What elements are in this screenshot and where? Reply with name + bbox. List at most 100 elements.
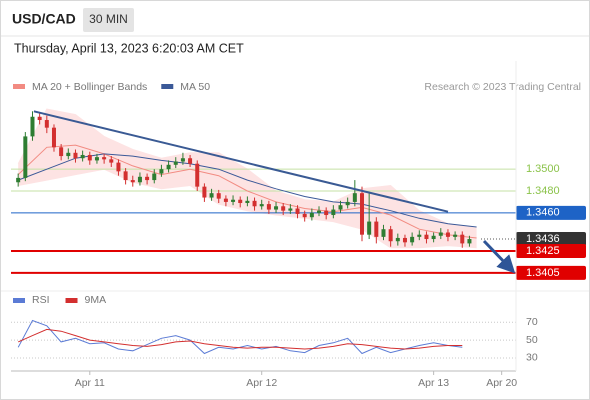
bollinger-band [18, 109, 477, 248]
candle-body [44, 120, 49, 128]
candle-body [331, 209, 336, 216]
candle-body [309, 212, 314, 218]
candle-body [173, 161, 178, 165]
legend-label: 9MA [85, 294, 107, 306]
candle-body [381, 229, 386, 237]
candle-body [238, 199, 243, 204]
candle-body [80, 154, 85, 159]
candle-body [281, 206, 286, 211]
candle-body [438, 232, 443, 236]
level-box [516, 232, 586, 247]
symbol: USD/CAD [12, 11, 76, 27]
candle-body [109, 159, 114, 163]
candle-body [453, 234, 458, 237]
candle-body [23, 136, 28, 178]
candle-body [467, 239, 472, 244]
legend-label: RSI [32, 294, 50, 306]
candle-body [145, 176, 150, 181]
candle-body [73, 152, 78, 159]
candle-body [116, 162, 121, 172]
candle-body [195, 163, 200, 187]
candle-body [274, 206, 279, 210]
candle-body [402, 237, 407, 243]
candle-body [159, 169, 164, 174]
candle-body [94, 157, 99, 161]
candle-body [87, 154, 92, 161]
candle-body [302, 213, 307, 218]
candle-body [66, 152, 71, 157]
candle-body [137, 176, 142, 183]
candle-body [188, 158, 193, 164]
candle-body [374, 221, 379, 237]
y-tick-label: 50 [526, 334, 538, 346]
candle-body [352, 193, 357, 202]
level-label: 1.3405 [526, 267, 560, 279]
x-tick-label: Apr 13 [418, 377, 449, 389]
forecast-arrow [482, 239, 516, 274]
candle-body [180, 158, 185, 162]
legend-swatch [65, 298, 78, 303]
moving-average [18, 153, 477, 228]
candle-body [202, 186, 207, 198]
level-label: 1.3460 [526, 207, 560, 219]
timeframe-button[interactable] [83, 8, 134, 32]
x-tick-label: Apr 11 [75, 377, 105, 389]
candle-body [123, 171, 128, 181]
candle-body [460, 234, 465, 244]
candle-body [209, 193, 214, 198]
candle-body [388, 229, 393, 242]
level-label: 1.3425 [526, 245, 560, 257]
candle-body [259, 204, 264, 207]
candle-body [231, 199, 236, 202]
candle-body [51, 127, 56, 148]
level-label: 1.3500 [526, 163, 560, 175]
x-tick-label: Apr 20 [486, 377, 517, 389]
credit: Research © 2023 Trading Central [424, 81, 581, 93]
candle-body [59, 147, 64, 157]
indicator-line [17, 328, 463, 350]
candle-body [338, 205, 343, 210]
timestamp: Thursday, April 13, 2023 6:20:03 AM CET [14, 41, 244, 55]
candle-body [410, 236, 415, 243]
candle-body [359, 193, 364, 235]
legend-swatch [13, 84, 25, 89]
candle-body [324, 210, 329, 216]
candle-body [367, 221, 372, 235]
candle-body [130, 180, 135, 183]
candle-body [252, 200, 257, 207]
candle-body [152, 173, 157, 181]
y-tick-label: 30 [526, 352, 538, 364]
level-box [516, 265, 586, 280]
candle-body [424, 234, 429, 240]
legend-swatch [161, 84, 174, 89]
candle-body [16, 177, 21, 183]
candle-body [102, 157, 107, 160]
candle-body [223, 198, 228, 202]
candle-body [216, 193, 221, 199]
timeframe-label[interactable]: 30 MIN [89, 12, 128, 26]
candle-body [395, 237, 400, 242]
candle-body [245, 200, 250, 204]
candle-body [417, 234, 422, 237]
moving-average [17, 144, 477, 239]
candle-body [445, 232, 450, 237]
candle-body [317, 210, 322, 213]
candle-body [345, 201, 350, 206]
level-box [516, 244, 586, 259]
band-lower [18, 168, 477, 249]
candle-body [166, 164, 171, 170]
candle-body [30, 116, 35, 137]
x-tick-label: Apr 12 [246, 377, 277, 389]
candle-body [288, 208, 293, 211]
legend-label: MA 50 [180, 81, 210, 93]
candle-body [37, 116, 42, 121]
level-label: 1.3480 [526, 185, 560, 197]
trendline [33, 110, 449, 213]
level-label: 1.3436 [526, 233, 560, 245]
candle-body [295, 208, 300, 214]
level-box [516, 205, 586, 220]
legend-swatch [13, 298, 25, 303]
legend-label: MA 20 + Bollinger Bands [32, 81, 147, 93]
